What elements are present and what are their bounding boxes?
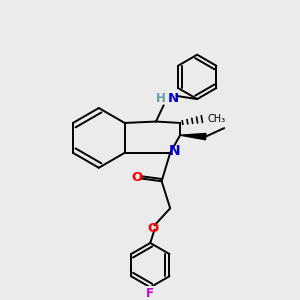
Text: O: O: [131, 171, 142, 184]
Text: H: H: [156, 92, 166, 105]
Polygon shape: [180, 134, 206, 140]
Text: O: O: [148, 222, 159, 235]
Text: CH₃: CH₃: [208, 114, 226, 124]
Text: N: N: [169, 144, 181, 158]
Text: F: F: [146, 287, 154, 300]
Text: N: N: [167, 92, 178, 105]
